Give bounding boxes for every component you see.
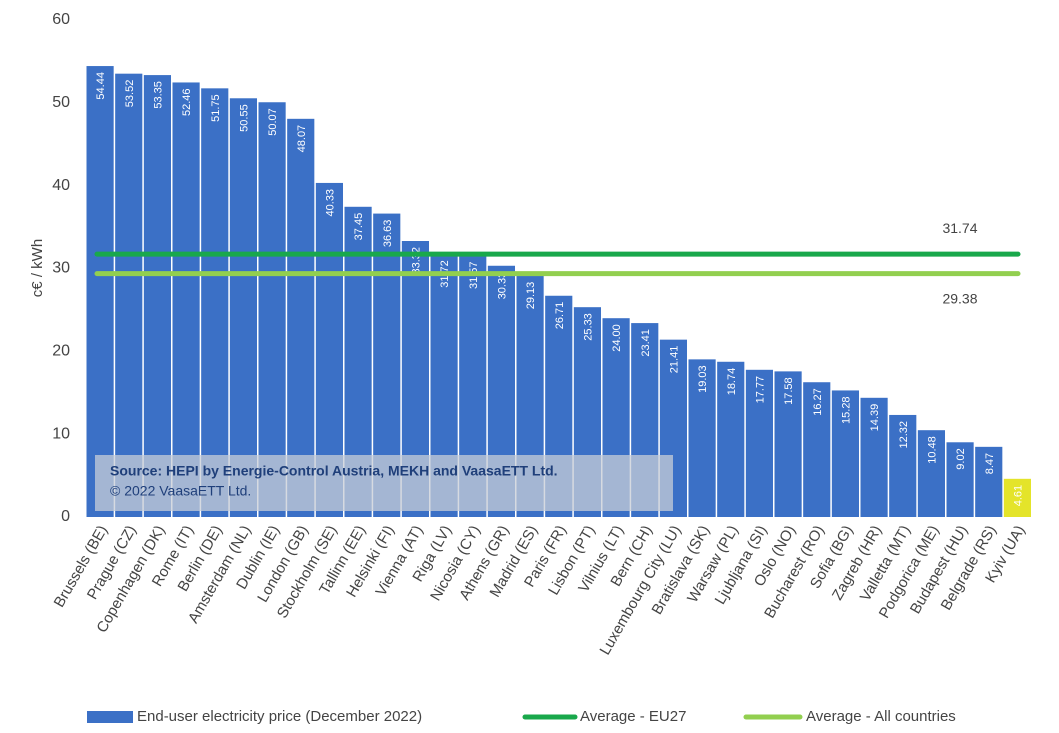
- value-label: 40.33: [325, 189, 337, 217]
- value-label: 4.61: [1013, 485, 1025, 506]
- legend-label: Average - All countries: [806, 708, 956, 725]
- y-axis-label: c€ / kWh: [29, 239, 46, 297]
- bar: [717, 361, 745, 517]
- bar: [774, 371, 802, 517]
- value-label: 26.71: [554, 302, 566, 330]
- y-tick-label: 30: [52, 260, 70, 277]
- bar: [860, 397, 888, 517]
- bar: [86, 66, 114, 518]
- average-label: 31.74: [942, 220, 977, 236]
- bar: [287, 118, 315, 518]
- legend-swatch: [87, 711, 133, 723]
- value-label: 25.33: [583, 313, 595, 341]
- value-label: 18.74: [726, 368, 738, 396]
- value-label: 9.02: [955, 448, 967, 469]
- value-label: 50.07: [267, 108, 279, 136]
- value-label: 33.32: [411, 247, 423, 275]
- y-tick-label: 0: [61, 508, 70, 525]
- bar: [115, 73, 143, 518]
- bar: [688, 359, 716, 517]
- annotation-box: [95, 455, 673, 511]
- value-label: 37.45: [353, 213, 365, 241]
- value-label: 52.46: [181, 88, 193, 116]
- bar: [201, 88, 229, 518]
- value-label: 21.41: [669, 346, 681, 374]
- value-label: 8.47: [984, 453, 996, 474]
- value-label: 17.77: [755, 376, 767, 404]
- value-label: 10.48: [927, 436, 939, 464]
- value-label: 36.63: [382, 220, 394, 248]
- bar: [258, 102, 286, 517]
- legend-label: Average - EU27: [580, 708, 686, 725]
- value-label: 54.44: [95, 72, 107, 100]
- y-tick-label: 40: [52, 177, 70, 194]
- average-label: 29.38: [942, 290, 977, 306]
- bar: [975, 446, 1003, 517]
- value-label: 30.33: [497, 272, 509, 300]
- y-tick-label: 60: [52, 11, 70, 28]
- value-label: 12.32: [898, 421, 910, 449]
- value-label: 53.52: [124, 80, 136, 108]
- y-tick-label: 20: [52, 343, 70, 360]
- annotation: © 2022 VaasaETT Ltd.: [110, 483, 251, 499]
- bar: [946, 442, 974, 517]
- bar: [831, 390, 859, 517]
- value-label: 16.27: [812, 388, 824, 416]
- value-label: 51.75: [210, 94, 222, 122]
- bar: [229, 98, 257, 517]
- bar: [803, 382, 831, 517]
- bar: [917, 430, 945, 517]
- value-label: 24.00: [611, 324, 623, 352]
- bar: [172, 82, 200, 518]
- value-label: 53.35: [153, 81, 165, 109]
- bar: [143, 75, 171, 517]
- value-label: 48.07: [296, 125, 308, 153]
- y-tick-label: 10: [52, 425, 70, 442]
- legend-label: End-user electricity price (December 202…: [137, 708, 422, 725]
- value-label: 19.03: [697, 365, 709, 393]
- annotation: Source: HEPI by Energie-Control Austria,…: [110, 463, 558, 479]
- value-label: 14.39: [869, 404, 881, 432]
- value-label: 50.55: [239, 104, 251, 132]
- value-label: 15.28: [841, 396, 853, 424]
- value-label: 17.58: [783, 377, 795, 405]
- value-label: 23.41: [640, 329, 652, 357]
- y-tick-label: 50: [52, 94, 70, 111]
- bar: [1003, 478, 1031, 517]
- value-label: 29.13: [525, 282, 537, 310]
- bar: [889, 414, 917, 517]
- bar: [745, 369, 773, 517]
